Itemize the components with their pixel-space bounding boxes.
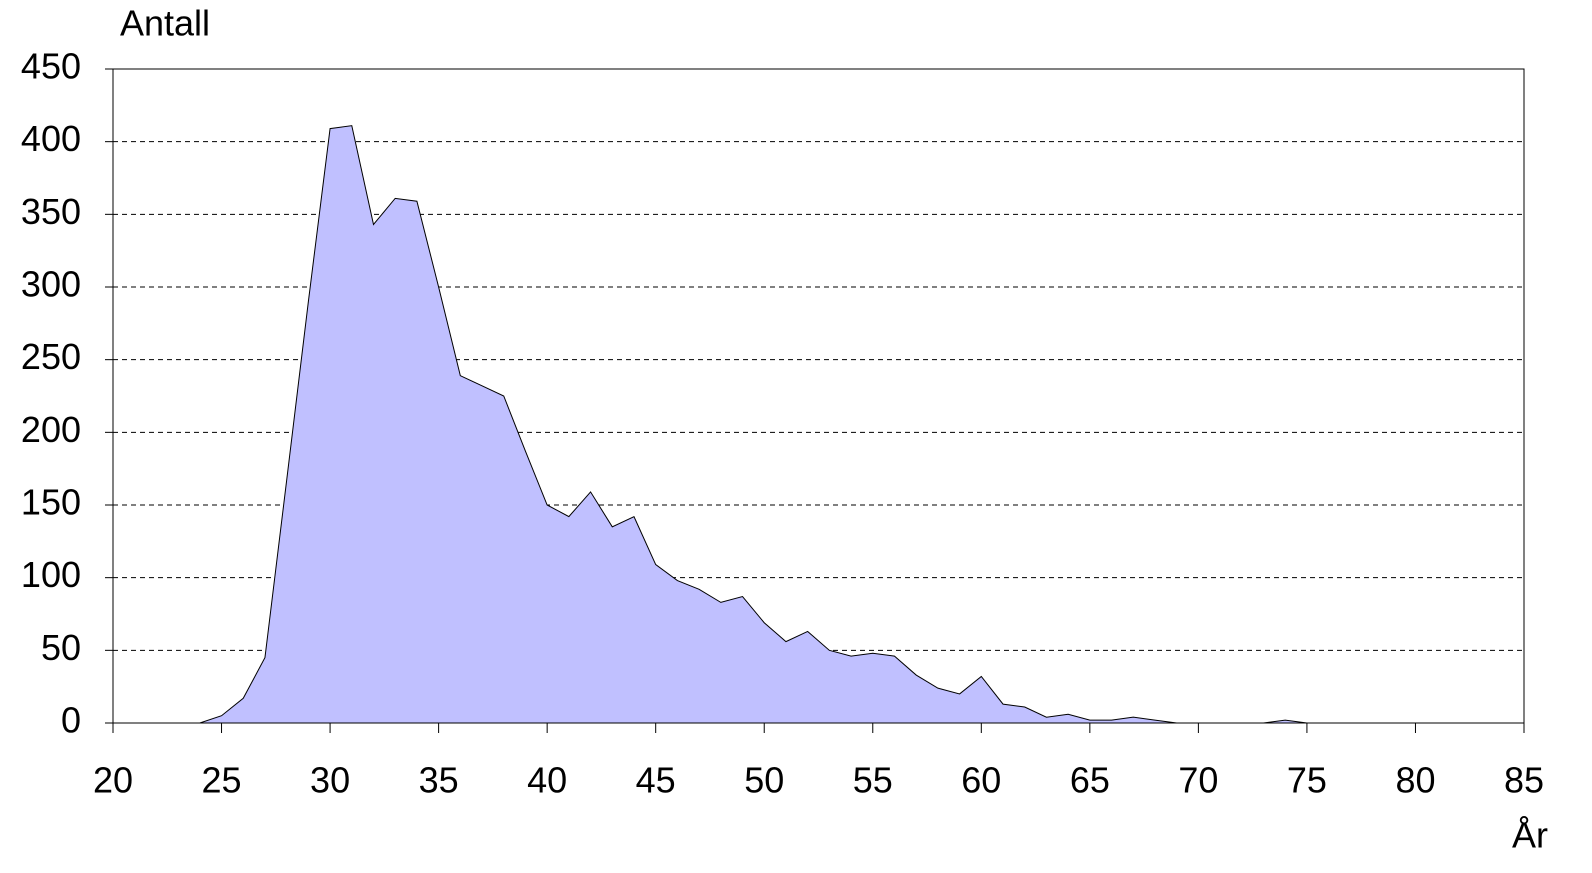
x-tick-label: 40 bbox=[527, 760, 567, 801]
y-tick-label: 450 bbox=[21, 46, 81, 87]
y-axis-label: Antall bbox=[120, 3, 210, 44]
area bbox=[113, 125, 1524, 724]
y-tick-label: 100 bbox=[21, 554, 81, 595]
x-tick-label: 20 bbox=[93, 760, 133, 801]
x-axis-label: År bbox=[1512, 815, 1548, 856]
y-tick-label: 50 bbox=[41, 627, 81, 668]
x-tick-label: 50 bbox=[744, 760, 784, 801]
x-tick-label: 60 bbox=[961, 760, 1001, 801]
x-tick-label: 25 bbox=[202, 760, 242, 801]
plot-frame bbox=[112, 68, 1525, 724]
x-tick-label: 30 bbox=[310, 760, 350, 801]
y-tick-label: 0 bbox=[61, 700, 81, 741]
x-tick-label: 65 bbox=[1070, 760, 1110, 801]
x-tick-label: 70 bbox=[1178, 760, 1218, 801]
y-tick-label: 350 bbox=[21, 191, 81, 232]
x-tick-label: 45 bbox=[636, 760, 676, 801]
y-tick-label: 250 bbox=[21, 336, 81, 377]
y-tick-label: 200 bbox=[21, 409, 81, 450]
y-tick-label: 150 bbox=[21, 482, 81, 523]
y-tick-label: 300 bbox=[21, 264, 81, 305]
x-tick-label: 55 bbox=[853, 760, 893, 801]
x-tick-label: 80 bbox=[1395, 760, 1435, 801]
x-tick-label: 85 bbox=[1504, 760, 1544, 801]
y-tick-label: 400 bbox=[21, 118, 81, 159]
x-tick-label: 75 bbox=[1287, 760, 1327, 801]
x-tick-label: 35 bbox=[419, 760, 459, 801]
